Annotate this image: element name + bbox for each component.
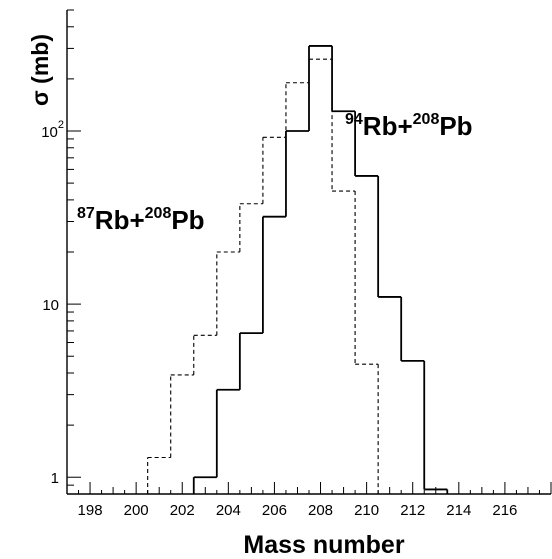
annotation-87rb-mass: 87 bbox=[77, 205, 95, 222]
x-tick-label: 212 bbox=[400, 502, 425, 519]
x-tick-label: 214 bbox=[446, 502, 471, 519]
annotation-94rb-pb-element: Pb bbox=[439, 111, 472, 141]
x-tick-label: 210 bbox=[354, 502, 379, 519]
annotation-94rb-pb-mass: 208 bbox=[413, 111, 440, 128]
annotation-94rb-mass: 94 bbox=[345, 111, 363, 128]
series-layer bbox=[147, 45, 449, 494]
x-tick-label: 200 bbox=[124, 502, 149, 519]
annotation-87rb-pb-element: Pb bbox=[171, 205, 204, 235]
annotation-94rb-element: Rb+ bbox=[363, 111, 413, 141]
annotation-87rb-208pb: 87Rb+208Pb bbox=[77, 205, 205, 235]
x-axis-title: Mass number bbox=[243, 531, 404, 559]
series-1-solid bbox=[192, 45, 449, 494]
x-tick-label: 204 bbox=[216, 502, 241, 519]
annotation-94rb-208pb: 94Rb+208Pb bbox=[345, 111, 473, 141]
annotation-87rb-pb-mass: 208 bbox=[145, 205, 172, 222]
y-tick-label: 102 bbox=[41, 119, 64, 141]
x-tick-label: 202 bbox=[170, 502, 195, 519]
x-tick-label: 206 bbox=[262, 502, 287, 519]
annotation-87rb-element: Rb+ bbox=[95, 205, 145, 235]
axis-ticks: 198 200 202 204 206 208 210 212 214 216 1 10 102 bbox=[41, 9, 552, 519]
y-tick-label: 1 bbox=[51, 470, 59, 487]
y-tick-label: 10 bbox=[42, 297, 59, 314]
y-axis-title: σ (mb) bbox=[27, 34, 53, 106]
x-tick-label: 216 bbox=[492, 502, 517, 519]
x-tick-label: 208 bbox=[308, 502, 333, 519]
x-tick-label: 198 bbox=[78, 502, 103, 519]
